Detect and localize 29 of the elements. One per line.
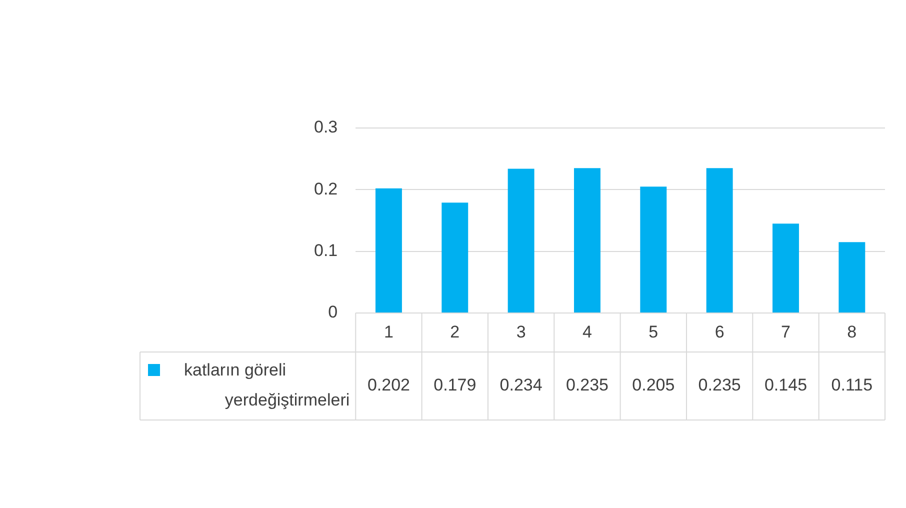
data-label: 0.235 bbox=[566, 376, 609, 395]
bar bbox=[640, 186, 667, 312]
bar bbox=[574, 168, 600, 312]
data-label: 0.179 bbox=[434, 376, 476, 395]
bar bbox=[772, 224, 799, 312]
bar bbox=[508, 168, 534, 312]
x-tick-label: 2 bbox=[450, 322, 460, 342]
x-tick-label: 6 bbox=[714, 322, 724, 342]
bar bbox=[838, 242, 866, 312]
data-label: 0.235 bbox=[698, 376, 741, 395]
bar bbox=[706, 168, 733, 312]
x-tick-label: 5 bbox=[648, 322, 658, 342]
data-label: 0.115 bbox=[831, 376, 873, 395]
bar bbox=[375, 188, 402, 312]
y-tick-label: 0.1 bbox=[314, 241, 338, 260]
y-tick-label: 0 bbox=[328, 302, 338, 322]
x-tick-label: 1 bbox=[384, 322, 394, 342]
legend-label: katların göreli yerdeğiştirmeleri bbox=[184, 360, 350, 410]
x-tick-label: 3 bbox=[516, 322, 526, 342]
x-tick-label: 4 bbox=[582, 322, 592, 342]
bar bbox=[442, 202, 468, 312]
data-label: 0.205 bbox=[632, 376, 675, 395]
data-label: 0.202 bbox=[367, 376, 410, 395]
y-tick-label: 0.2 bbox=[314, 179, 338, 198]
data-label: 0.234 bbox=[500, 376, 542, 395]
y-tick-label: 0.3 bbox=[314, 118, 338, 137]
data-label: 0.145 bbox=[764, 376, 808, 395]
x-tick-label: 8 bbox=[847, 322, 857, 342]
x-tick-label: 7 bbox=[781, 322, 790, 342]
